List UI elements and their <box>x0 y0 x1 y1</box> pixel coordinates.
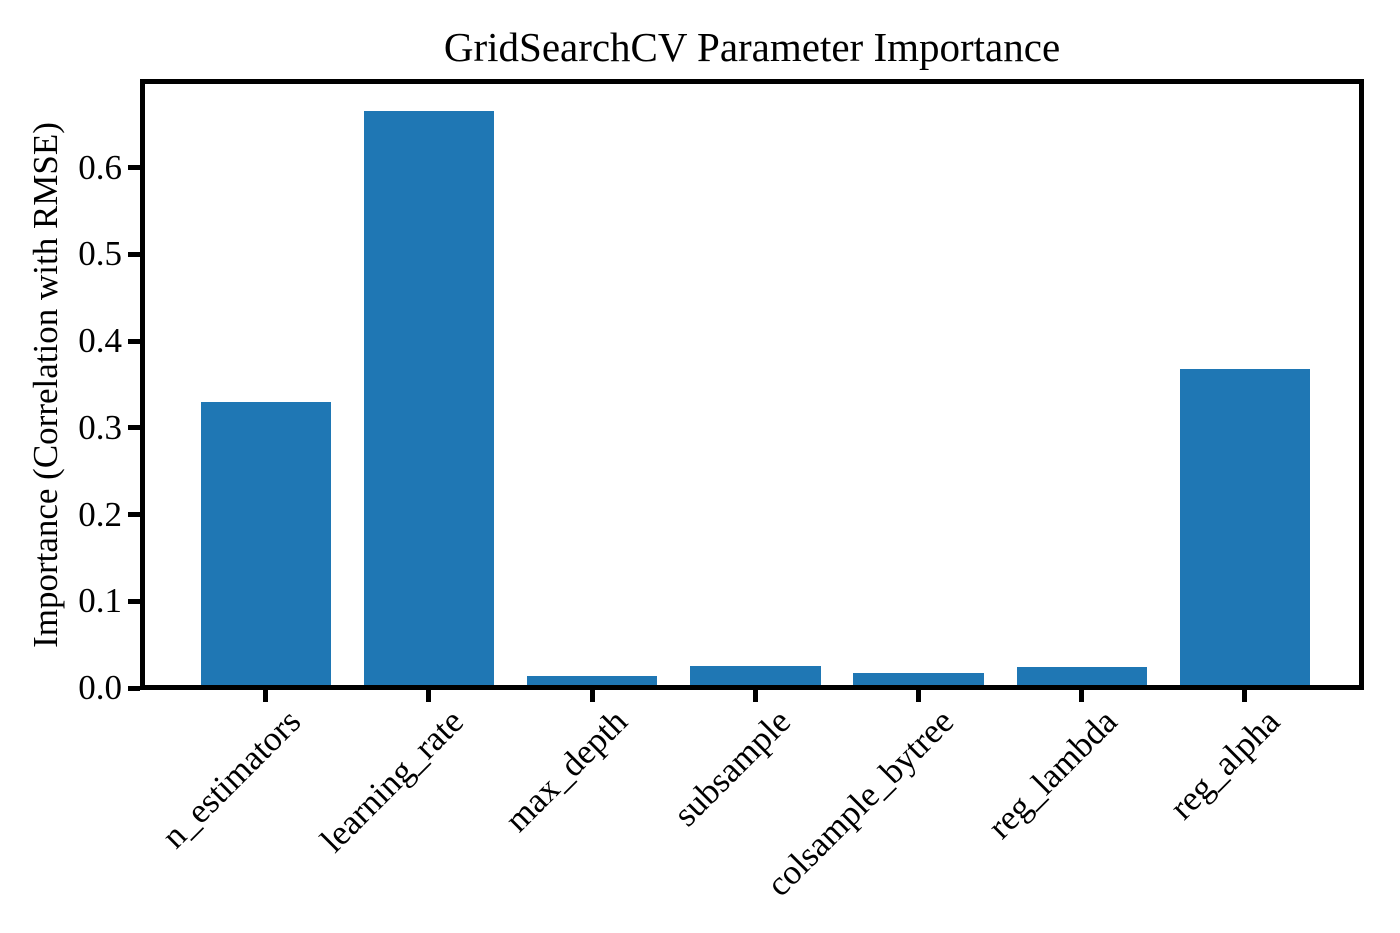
x-tick-mark <box>1242 690 1248 702</box>
y-tick-mark <box>128 685 140 691</box>
plot-area <box>140 79 1364 690</box>
x-tick-mark <box>263 690 269 702</box>
y-tick-mark <box>128 512 140 518</box>
bar-max_depth <box>526 675 658 685</box>
x-tick-label-text: reg_alpha <box>1162 701 1288 827</box>
x-tick-label-text: learning_rate <box>313 701 472 860</box>
y-tick-label: 0.2 <box>78 494 122 534</box>
bar-reg_lambda <box>1016 667 1148 685</box>
y-tick-mark <box>128 425 140 431</box>
y-tick-label: 0.4 <box>78 321 122 361</box>
x-tick-mark <box>589 690 595 702</box>
bar-colsample_bytree <box>853 673 984 685</box>
bar-learning_rate <box>363 111 495 685</box>
y-tick-mark <box>128 165 140 171</box>
y-tick-label: 0.1 <box>78 581 122 621</box>
bar-reg_alpha <box>1179 368 1311 685</box>
x-tick-label-text: subsample <box>665 701 798 834</box>
x-tick-mark <box>1079 690 1085 702</box>
y-axis-label-text: Importance (Correlation with RMSE) <box>26 122 65 648</box>
bar-subsample <box>690 666 821 685</box>
x-tick-label-text: n_estimators <box>153 701 309 856</box>
x-tick-mark <box>752 690 758 702</box>
y-tick-mark <box>128 598 140 604</box>
y-tick-label: 0.6 <box>78 147 122 187</box>
bars-layer <box>145 84 1359 685</box>
y-tick-label: 0.5 <box>78 234 122 274</box>
y-tick-mark <box>128 338 140 344</box>
x-tick-mark <box>426 690 432 702</box>
x-tick-mark <box>916 690 922 702</box>
y-tick-label: 0.0 <box>78 668 122 707</box>
chart-title: GridSearchCV Parameter Importance <box>443 24 1061 70</box>
y-tick-label: 0.3 <box>78 407 122 447</box>
y-tick-mark <box>128 251 140 257</box>
x-tick-label-text: reg_lambda <box>979 701 1125 847</box>
bar-n_estimators <box>200 401 332 685</box>
x-tick-label-text: max_depth <box>496 701 635 840</box>
